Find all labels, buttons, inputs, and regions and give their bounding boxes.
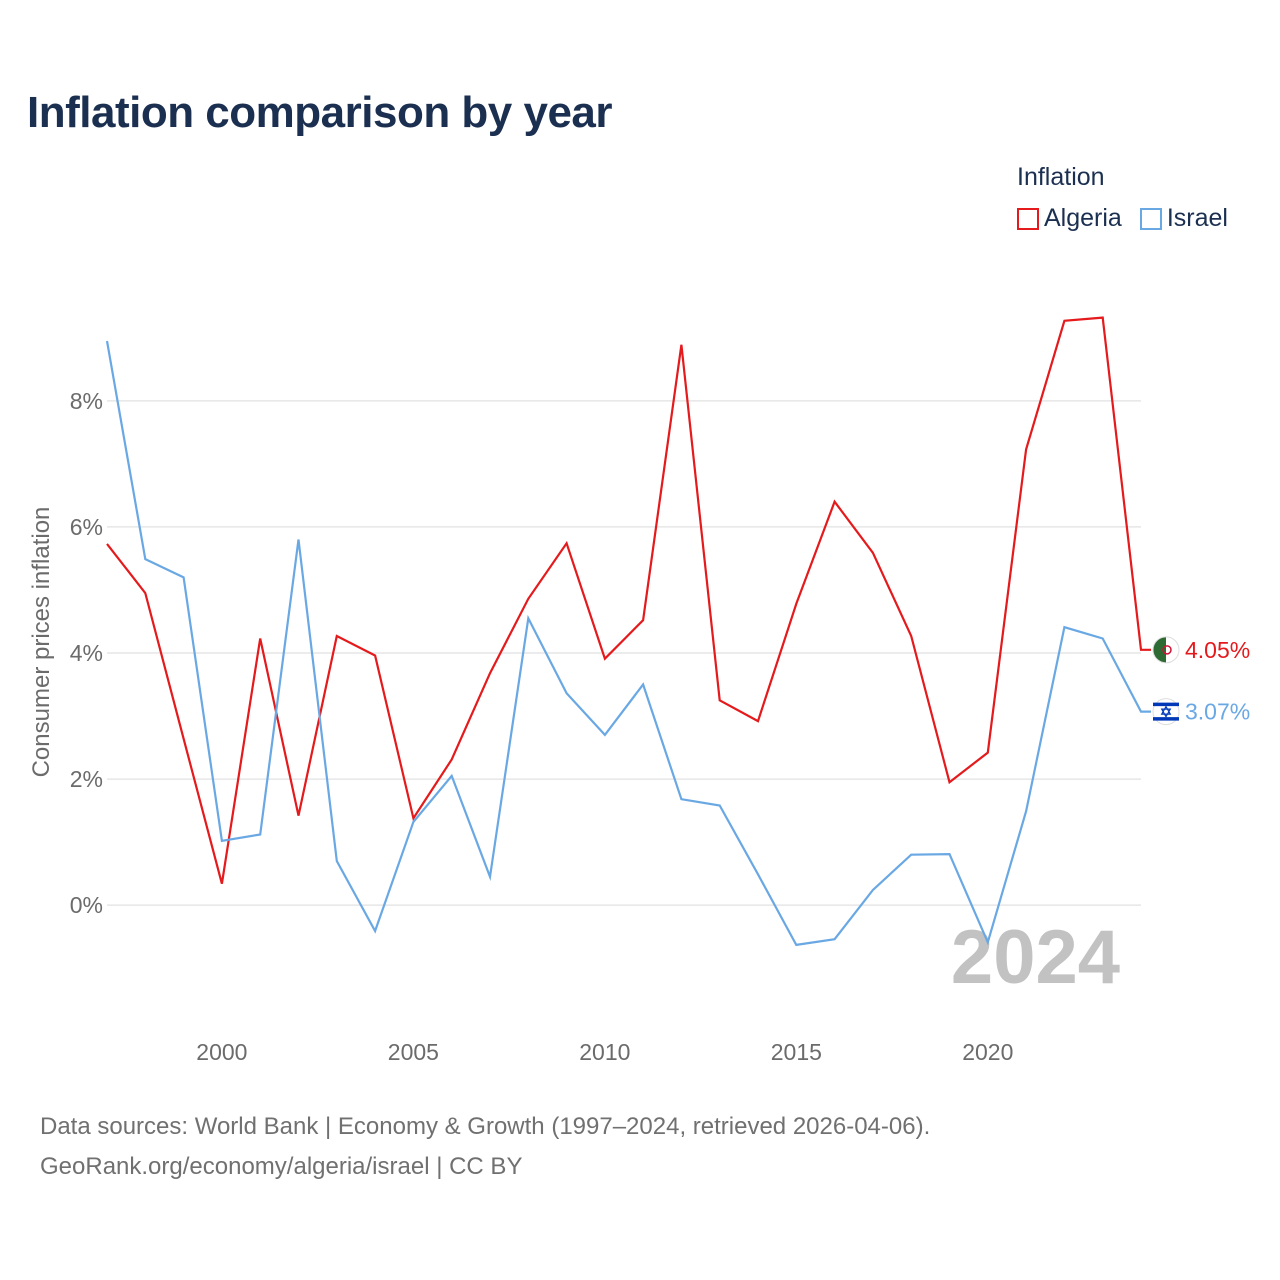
legend-item-israel[interactable]: Israel	[1139, 204, 1228, 233]
algeria-flag-icon	[1152, 636, 1180, 664]
end-label-israel: 3.07%	[1185, 699, 1250, 725]
y-tick-label: 4%	[70, 640, 103, 666]
year-watermark: 2024	[951, 915, 1120, 1000]
end-label-algeria: 4.05%	[1185, 637, 1250, 663]
source-line-1: Data sources: World Bank | Economy & Gro…	[40, 1113, 931, 1140]
chart-title: Inflation comparison by year	[27, 88, 613, 137]
y-tick-label: 8%	[70, 388, 103, 414]
legend: Algeria Israel	[1017, 204, 1246, 233]
y-tick-label: 6%	[70, 514, 103, 540]
legend-title: Inflation	[1017, 163, 1105, 191]
source-note: Data sources: World Bank | Economy & Gro…	[40, 1107, 930, 1187]
x-tick-label: 2005	[388, 1039, 439, 1065]
y-tick-label: 2%	[70, 766, 103, 792]
legend-swatch-algeria	[1017, 207, 1039, 230]
end-markers: 4.05% 3.07%	[1152, 636, 1250, 726]
series-line-algeria[interactable]	[106, 316, 1151, 884]
x-tick-label: 2015	[771, 1039, 822, 1065]
x-tick-label: 2020	[962, 1039, 1013, 1065]
legend-item-algeria[interactable]: Algeria	[1017, 204, 1122, 233]
legend-label-algeria: Algeria	[1044, 204, 1122, 232]
y-tick-label: 0%	[70, 892, 103, 918]
legend-swatch-israel	[1139, 207, 1162, 230]
x-tick-labels: 2000 2005 2010 2015 2020	[196, 1039, 1013, 1065]
series-lines	[105, 316, 1151, 947]
source-line-2[interactable]: GeoRank.org/economy/algeria/israel | CC …	[40, 1153, 523, 1180]
legend-label-israel: Israel	[1166, 204, 1228, 232]
x-tick-label: 2010	[579, 1039, 630, 1065]
grid-lines	[107, 400, 1141, 906]
series-line-israel[interactable]	[105, 340, 1151, 947]
israel-flag-icon	[1152, 698, 1180, 726]
x-tick-label: 2000	[196, 1039, 247, 1065]
y-tick-labels: 0% 2% 4% 6% 8%	[70, 388, 103, 918]
